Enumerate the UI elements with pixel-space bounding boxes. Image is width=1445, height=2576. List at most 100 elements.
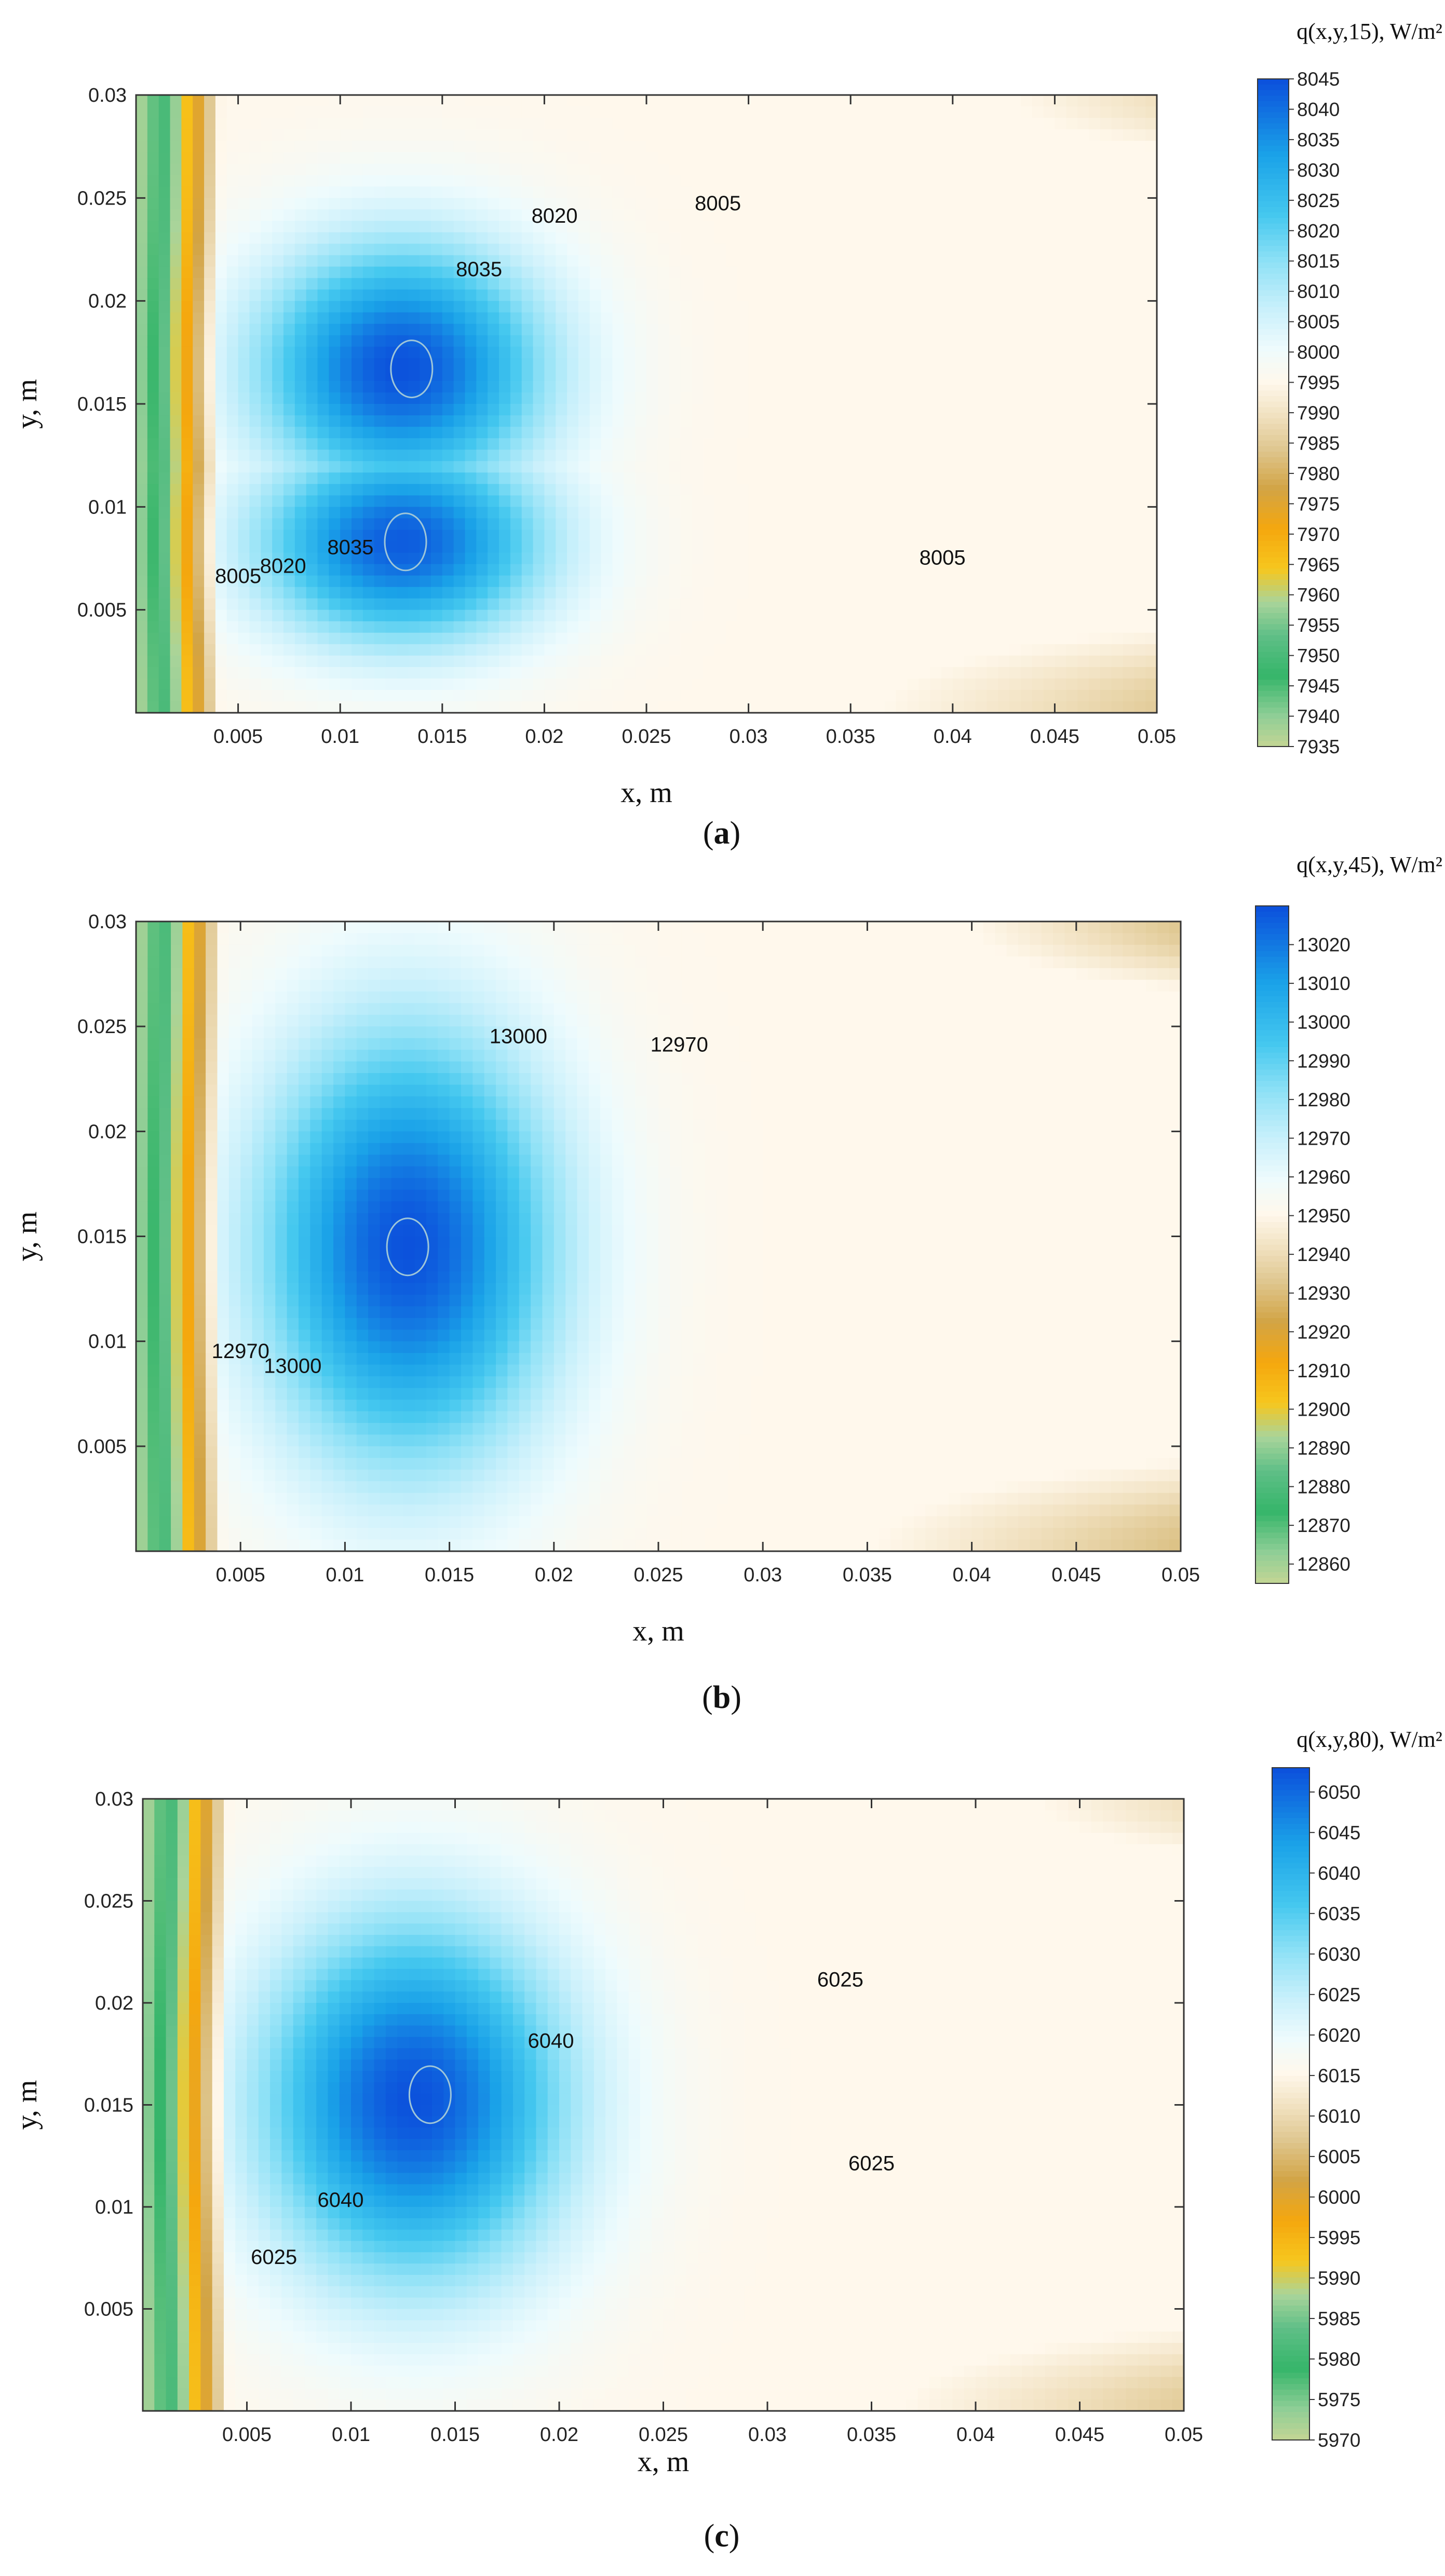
heatmap-cell bbox=[1145, 507, 1157, 519]
heatmap-cell bbox=[306, 701, 318, 713]
heatmap-cell bbox=[1088, 278, 1101, 290]
heatmap-cell bbox=[420, 346, 431, 359]
heatmap-cell bbox=[862, 152, 874, 165]
heatmap-cell bbox=[147, 552, 159, 565]
heatmap-cell bbox=[828, 655, 840, 668]
heatmap-cell bbox=[385, 186, 398, 199]
heatmap-cell bbox=[998, 495, 1010, 508]
heatmap-cell bbox=[510, 232, 522, 245]
heatmap-cell bbox=[907, 312, 920, 324]
heatmap-cell bbox=[465, 667, 477, 679]
heatmap-cell bbox=[589, 106, 602, 118]
heatmap-cell bbox=[1100, 312, 1112, 324]
heatmap-cell bbox=[896, 689, 908, 702]
heatmap-cell bbox=[646, 404, 658, 416]
heatmap-cell bbox=[1145, 369, 1157, 382]
heatmap-cell bbox=[317, 95, 330, 107]
heatmap-cell bbox=[193, 323, 205, 336]
heatmap-cell bbox=[158, 667, 171, 679]
heatmap-cell bbox=[624, 404, 636, 416]
heatmap-cell bbox=[1043, 152, 1056, 165]
heatmap-cell bbox=[919, 609, 930, 622]
heatmap-cell bbox=[828, 141, 840, 153]
heatmap-cell bbox=[430, 438, 443, 450]
heatmap-cell bbox=[816, 644, 829, 656]
heatmap-cell bbox=[397, 541, 409, 553]
heatmap-cell bbox=[578, 472, 590, 485]
heatmap-cell bbox=[578, 278, 590, 290]
heatmap-cell bbox=[544, 518, 557, 531]
heatmap-cell bbox=[748, 644, 761, 656]
heatmap-cell bbox=[964, 369, 976, 382]
heatmap-cell bbox=[646, 129, 658, 141]
heatmap-cell bbox=[692, 358, 704, 370]
heatmap-cell bbox=[919, 95, 930, 107]
heatmap-cell bbox=[465, 632, 477, 645]
heatmap-cell bbox=[703, 209, 715, 222]
heatmap-cell bbox=[261, 404, 273, 416]
heatmap-cell bbox=[352, 312, 363, 324]
heatmap-cell bbox=[453, 701, 466, 713]
heatmap-cell bbox=[420, 655, 431, 668]
heatmap-cell bbox=[283, 312, 295, 324]
heatmap-cell bbox=[975, 358, 988, 370]
heatmap-cell bbox=[465, 255, 477, 267]
heatmap-cell bbox=[850, 530, 862, 542]
heatmap-cell bbox=[578, 232, 590, 245]
heatmap-cell bbox=[692, 129, 704, 141]
heatmap-cell bbox=[385, 472, 398, 485]
heatmap-cell bbox=[249, 186, 262, 199]
heatmap-cell bbox=[317, 301, 330, 313]
heatmap-cell bbox=[1134, 186, 1146, 199]
heatmap-cell bbox=[1055, 644, 1067, 656]
heatmap-cell bbox=[158, 507, 171, 519]
heatmap-cell bbox=[873, 278, 885, 290]
heatmap-cell bbox=[170, 209, 182, 222]
heatmap-cell bbox=[488, 438, 499, 450]
heatmap-cell bbox=[272, 358, 284, 370]
heatmap-cell bbox=[805, 164, 817, 176]
heatmap-cell bbox=[725, 369, 738, 382]
heatmap-cell bbox=[294, 484, 307, 496]
heatmap-cell bbox=[873, 198, 885, 210]
heatmap-cell bbox=[294, 564, 307, 576]
heatmap-cell bbox=[1100, 461, 1112, 473]
heatmap-cell bbox=[816, 289, 829, 302]
heatmap-cell bbox=[362, 323, 375, 336]
heatmap-cell bbox=[510, 335, 522, 347]
heatmap-cell bbox=[238, 678, 250, 690]
heatmap-cell bbox=[329, 701, 341, 713]
heatmap-cell bbox=[646, 358, 658, 370]
heatmap-cell bbox=[1123, 278, 1135, 290]
heatmap-cell bbox=[816, 358, 829, 370]
heatmap-cell bbox=[589, 609, 602, 622]
heatmap-cell bbox=[397, 221, 409, 233]
heatmap-cell bbox=[669, 278, 681, 290]
heatmap-cell bbox=[793, 358, 806, 370]
heatmap-cell bbox=[374, 438, 386, 450]
heatmap-cell bbox=[1134, 278, 1146, 290]
heatmap-cell bbox=[374, 632, 386, 645]
heatmap-cell bbox=[987, 495, 998, 508]
heatmap-cell bbox=[930, 392, 942, 404]
heatmap-cell bbox=[465, 541, 477, 553]
heatmap-cell bbox=[998, 587, 1010, 599]
heatmap-cell bbox=[839, 369, 851, 382]
heatmap-cell bbox=[624, 129, 636, 141]
heatmap-cell bbox=[646, 289, 658, 302]
heatmap-cell bbox=[896, 415, 908, 427]
heatmap-cell bbox=[748, 266, 761, 279]
heatmap-cell bbox=[930, 415, 942, 427]
heatmap-cell bbox=[850, 495, 862, 508]
heatmap-cell bbox=[669, 106, 681, 118]
heatmap-cell bbox=[1032, 621, 1044, 633]
heatmap-cell bbox=[1009, 198, 1021, 210]
heatmap-cell bbox=[828, 587, 840, 599]
heatmap-cell bbox=[352, 541, 363, 553]
heatmap-cell bbox=[1123, 404, 1135, 416]
heatmap-cell bbox=[476, 175, 488, 187]
heatmap-cell bbox=[374, 346, 386, 359]
colorbar-segment bbox=[1258, 334, 1289, 341]
heatmap-cell bbox=[317, 495, 330, 508]
heatmap-cell bbox=[136, 232, 148, 245]
